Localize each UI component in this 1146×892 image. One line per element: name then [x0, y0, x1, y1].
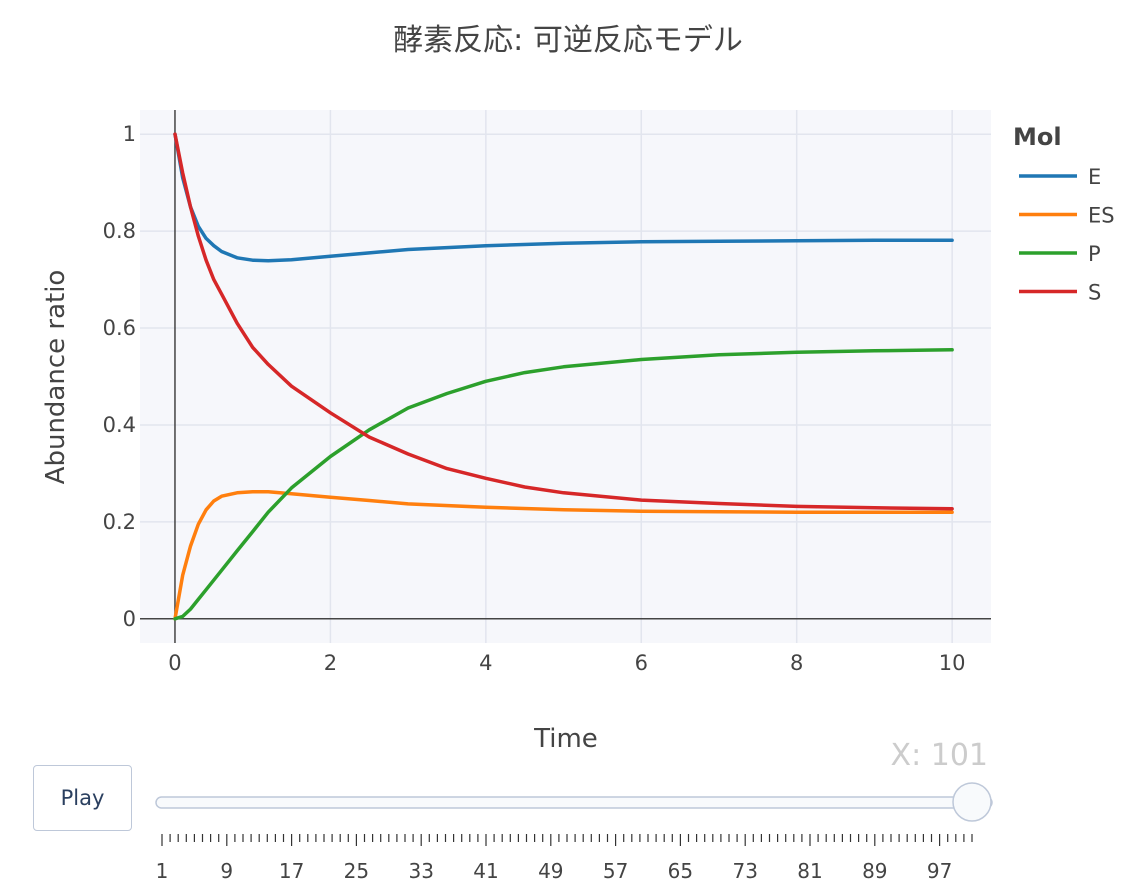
y-tick-label: 0 [123, 607, 136, 631]
slider-step-label: 25 [344, 859, 369, 883]
slider[interactable] [155, 782, 993, 822]
slider-handle[interactable] [952, 782, 992, 822]
slider-rail[interactable] [155, 796, 993, 809]
y-tick-label: 0.6 [103, 316, 136, 340]
slider-step-label: 89 [862, 859, 887, 883]
legend-label-es: ES [1088, 204, 1115, 228]
grid [140, 110, 991, 643]
tick-labels: 0 2 4 6 8 10 0 0.2 0.4 0.6 0.8 1 [103, 122, 966, 675]
slider-current-value: X: 101 [891, 738, 988, 773]
axes [140, 110, 991, 643]
x-tick-label: 0 [168, 651, 181, 675]
legend-label-p: P [1088, 242, 1101, 266]
x-tick-label: 6 [635, 651, 648, 675]
slider-ticks: 1 9 17 25 33 41 49 57 65 73 81 89 97 [156, 834, 973, 883]
legend-label-s: S [1088, 281, 1101, 305]
legend-label-e: E [1088, 165, 1101, 189]
slider-step-label: 49 [538, 859, 563, 883]
slider-step-label: 97 [927, 859, 952, 883]
x-tick-label: 2 [324, 651, 337, 675]
series-line-p [173, 348, 954, 621]
y-tick-label: 0.2 [103, 510, 136, 534]
slider-step-label: 9 [220, 859, 233, 883]
slider-step-label: 73 [732, 859, 757, 883]
series-line-e [173, 132, 954, 263]
slider-step-label: 57 [603, 859, 628, 883]
legend: Mol E ES PS [1013, 123, 1115, 305]
series-line-s [173, 132, 954, 511]
play-button[interactable]: Play [33, 765, 132, 831]
x-tick-label: 10 [939, 651, 966, 675]
slider-step-label: 17 [279, 859, 304, 883]
y-tick-label: 0.8 [103, 219, 136, 243]
slider-step-label: 1 [156, 859, 169, 883]
slider-step-label: 65 [668, 859, 693, 883]
plot-area [140, 110, 991, 643]
y-axis-label: Abundance ratio [41, 270, 71, 485]
slider-step-label: 81 [797, 859, 822, 883]
series-line-es [173, 490, 954, 621]
slider-step-label: 41 [473, 859, 498, 883]
x-axis-label: Time [533, 724, 598, 754]
slider-step-label: 33 [408, 859, 433, 883]
legend-title: Mol [1013, 123, 1062, 151]
series-lines [173, 132, 954, 621]
y-tick-label: 1 [123, 122, 136, 146]
chart-title: 酵素反応: 可逆反応モデル [393, 23, 743, 58]
x-tick-label: 8 [790, 651, 803, 675]
x-tick-label: 4 [479, 651, 492, 675]
y-tick-label: 0.4 [103, 413, 136, 437]
